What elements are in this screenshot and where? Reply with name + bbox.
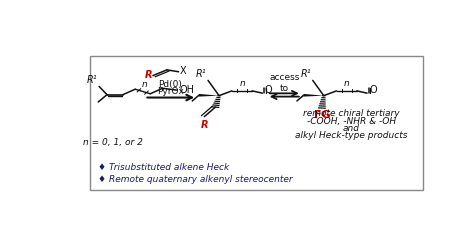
Text: access
to: access to bbox=[269, 73, 300, 93]
Text: X: X bbox=[180, 66, 187, 76]
Text: R: R bbox=[145, 70, 152, 80]
Text: PyrOx: PyrOx bbox=[157, 87, 184, 96]
Text: alkyl Heck-type products: alkyl Heck-type products bbox=[295, 131, 408, 140]
Polygon shape bbox=[303, 94, 324, 96]
Text: FG: FG bbox=[314, 110, 330, 120]
Text: n: n bbox=[344, 79, 350, 88]
Text: R¹: R¹ bbox=[300, 69, 311, 79]
Text: R¹: R¹ bbox=[196, 69, 206, 79]
Text: n: n bbox=[239, 79, 245, 88]
FancyBboxPatch shape bbox=[91, 57, 423, 190]
Text: and: and bbox=[343, 124, 360, 133]
Text: remote chiral tertiary: remote chiral tertiary bbox=[303, 109, 400, 118]
Text: n: n bbox=[142, 80, 147, 89]
Polygon shape bbox=[199, 94, 219, 96]
Text: OH: OH bbox=[180, 85, 195, 95]
Text: n = 0, 1, or 2: n = 0, 1, or 2 bbox=[82, 138, 143, 147]
Text: R¹: R¹ bbox=[87, 75, 97, 86]
Text: ♦ Remote quaternary alkenyl stereocenter: ♦ Remote quaternary alkenyl stereocenter bbox=[98, 175, 292, 184]
Text: R: R bbox=[201, 120, 208, 130]
Text: O: O bbox=[370, 85, 377, 95]
Text: -COOH, -NHR & -OH: -COOH, -NHR & -OH bbox=[307, 117, 396, 126]
Text: ♦ Trisubstituted alkene Heck: ♦ Trisubstituted alkene Heck bbox=[98, 163, 229, 172]
Text: O: O bbox=[265, 85, 273, 95]
Text: Pd(0): Pd(0) bbox=[159, 80, 182, 89]
